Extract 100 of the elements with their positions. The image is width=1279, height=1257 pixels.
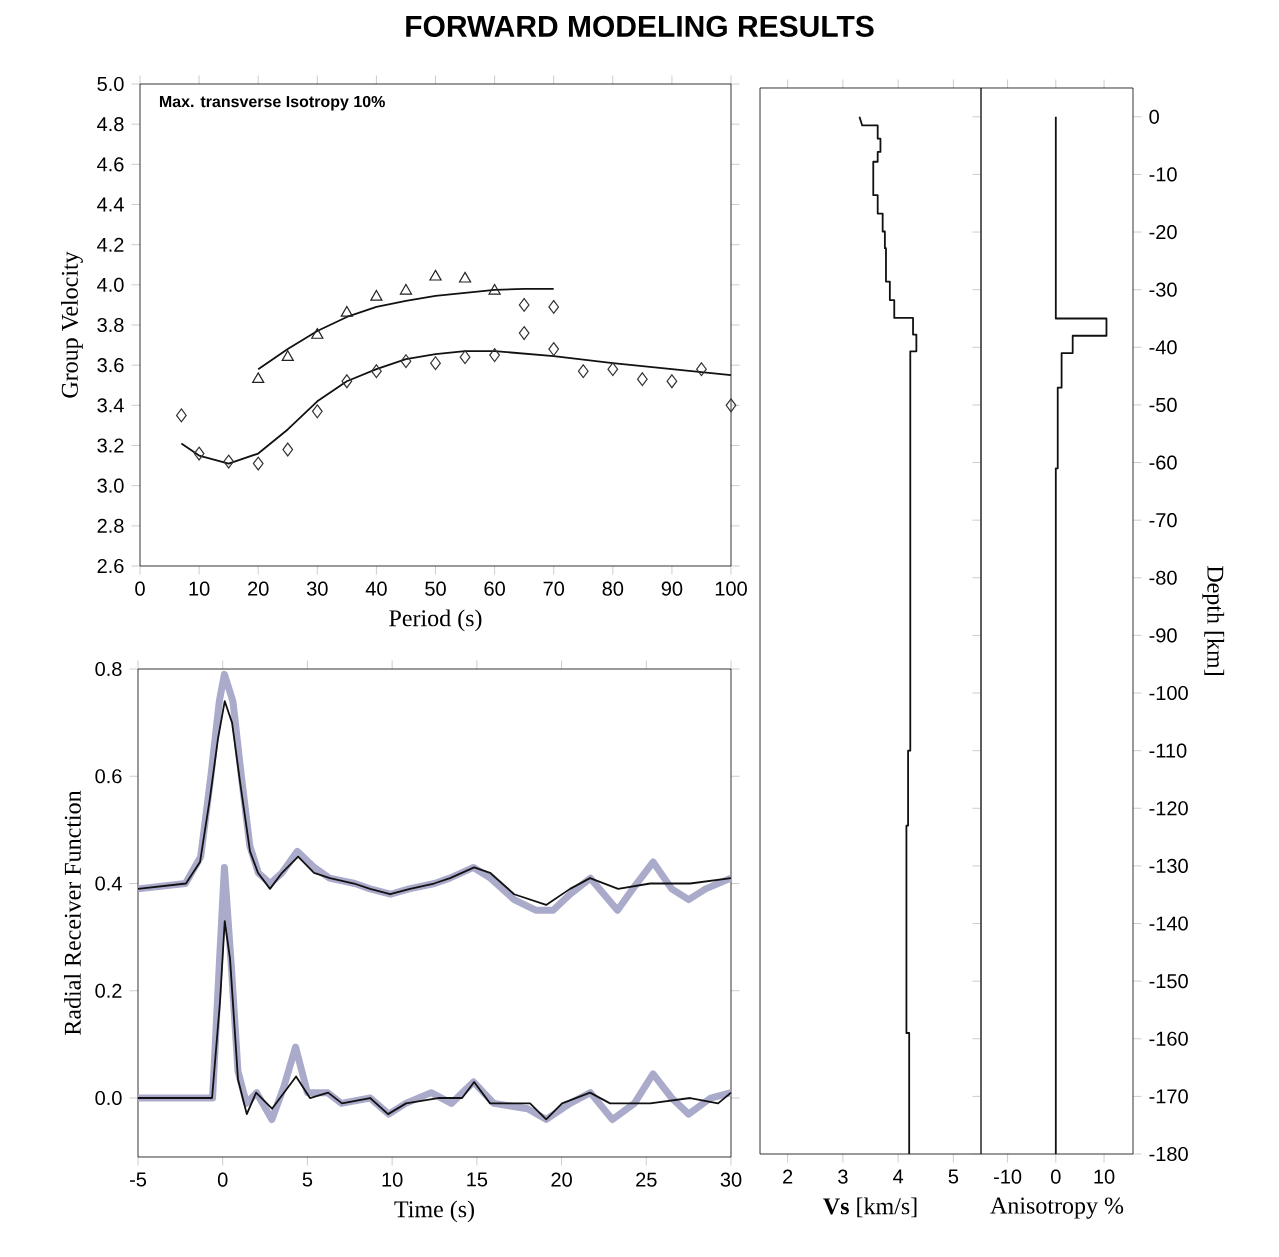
y-tick-label: 2.6 [97,558,124,574]
y-tick-label: -180 [1149,1146,1188,1162]
x-tick-label: 4 [893,1169,904,1184]
annotation: Max. transverse Isotropy 10% [159,95,385,111]
x-tick-label: 40 [365,581,387,596]
point [400,354,412,369]
x-tick-label: 25 [636,1172,657,1187]
y-tick-label: 3.2 [97,438,124,453]
x-tick-label: 10 [189,581,210,596]
y-tick-label: 4.0 [97,277,124,292]
x-tick-label: 20 [248,581,269,596]
y-tick-label: 0 [1149,109,1159,124]
x-tick-label: 0 [217,1172,228,1187]
x-axis-title: Vs [km/s] [823,1197,917,1218]
y-tick-label: -130 [1149,858,1188,873]
point [636,372,648,387]
y-tick-label: 4.8 [97,117,124,132]
point [430,356,441,371]
point [607,362,619,377]
x-tick-label: 60 [484,581,505,596]
point [399,283,413,295]
y-tick-label: 0.2 [95,983,122,998]
x-tick-label: 5 [302,1172,313,1187]
x-tick-label: 70 [543,581,565,596]
x-axis-title: Period (s) [389,609,482,632]
y-tick-label: -10 [1149,167,1177,182]
y-tick-label: -90 [1149,628,1177,643]
x-tick-label: 20 [551,1172,572,1187]
line-series [1054,115,1108,1155]
x-tick-label: 2 [783,1169,793,1184]
x-tick-label: 80 [602,581,624,596]
point [311,404,323,419]
point [696,362,707,377]
y-tick-label: 4.6 [97,157,124,172]
x-tick-label: 90 [661,581,683,596]
chart-title: FORWARD MODELING RESULTS [406,15,874,37]
point [311,328,324,339]
point [725,398,737,413]
y-tick-label: -80 [1149,570,1177,585]
y-tick-label: 3.0 [97,478,124,493]
x-tick-label: 5 [948,1169,959,1184]
x-tick-label: 30 [306,581,328,596]
y-tick-label: -170 [1149,1089,1188,1104]
y-axis-title: Group Velocity [61,251,83,398]
point [223,454,235,469]
y-tick-label: 0.0 [95,1090,122,1106]
y-axis-title: Radial Receiver Function [63,790,81,1035]
y-tick-label: -100 [1149,685,1188,701]
y-tick-label: 4.4 [97,197,124,212]
point [458,271,472,283]
y-tick-label: -30 [1149,282,1177,297]
line-series [180,350,732,465]
point [518,326,530,341]
y-tick-label: -140 [1149,916,1188,931]
y-axis-title: Depth [km] [1202,566,1225,675]
point [548,342,560,357]
x-tick-label: 10 [382,1172,403,1187]
y-tick-label: -20 [1149,224,1177,240]
x-tick-label: 3 [838,1169,848,1184]
x-axis-title: Anisotropy % [990,1197,1124,1219]
y-tick-label: 3.8 [97,317,124,333]
y-tick-label: -50 [1149,397,1177,412]
point [577,364,589,379]
y-tick-label: -110 [1149,743,1187,758]
point [370,289,383,301]
point [252,372,265,384]
x-tick-label: 15 [467,1172,488,1187]
y-tick-label: 5.0 [97,76,124,92]
point [489,348,501,363]
point [488,283,501,295]
y-tick-label: 4.2 [97,237,124,252]
point [341,374,353,389]
point [518,297,530,312]
y-tick-label: -60 [1149,455,1177,470]
y-tick-label: 2.8 [97,518,124,533]
line-series [257,287,555,371]
point [282,442,294,457]
x-axis-title: Time (s) [394,1200,474,1223]
x-tick-label: 30 [720,1172,742,1187]
x-tick-label: 50 [425,581,446,596]
y-tick-label: 0.6 [95,769,122,784]
y-tick-label: 0.4 [95,876,122,891]
y-tick-label: -160 [1149,1031,1188,1046]
x-tick-label: -5 [129,1172,147,1187]
point [252,456,264,471]
point [429,269,442,281]
y-tick-label: -70 [1149,513,1177,528]
line-series [137,700,732,906]
y-tick-label: 3.4 [97,398,124,413]
x-tick-label: -10 [993,1169,1022,1184]
y-tick-label: 3.6 [97,358,124,373]
point [371,364,382,379]
x-tick-label: 0 [135,581,145,596]
y-tick-label: -120 [1149,801,1188,816]
x-tick-label: 10 [1094,1169,1115,1184]
y-tick-label: 0.8 [95,661,122,677]
y-tick-label: -40 [1149,340,1177,355]
point [666,374,678,389]
point [459,350,471,365]
x-tick-label: 100 [715,581,747,596]
